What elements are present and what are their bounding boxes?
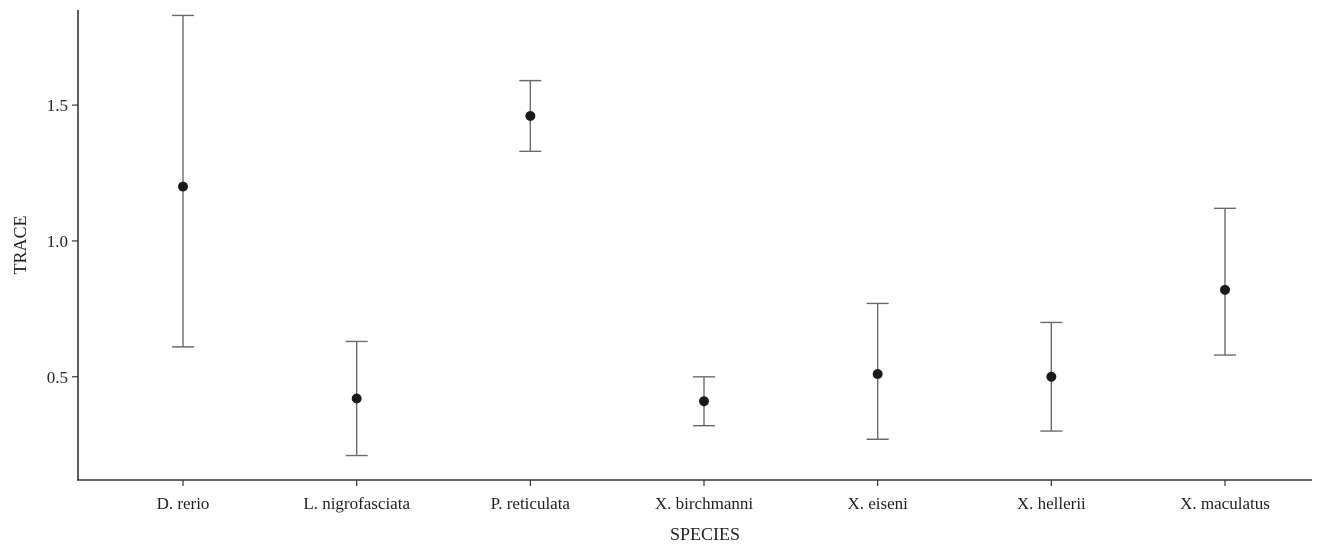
data-point <box>178 181 188 192</box>
y-axis-title: TRACE <box>10 215 30 274</box>
data-point <box>351 393 362 404</box>
x-tick-label: X. birchmanni <box>655 494 753 513</box>
error-bars <box>172 14 1236 457</box>
y-tick-label: 1.0 <box>47 232 68 251</box>
x-tick-label: D. rerio <box>157 494 210 513</box>
data-points <box>178 110 1230 407</box>
y-tick-label: 1.5 <box>47 96 68 115</box>
x-tick-label: X. maculatus <box>1180 494 1270 513</box>
error-bar <box>172 14 194 348</box>
error-bar <box>1214 207 1236 356</box>
x-tick-label: X. eiseni <box>847 494 908 513</box>
x-tick-label: P. reticulata <box>491 494 571 513</box>
x-axis: D. rerio L. nigrofasciata P. reticulata X. … <box>77 479 1312 513</box>
x-tick-label: L. nigrofasciata <box>303 494 410 513</box>
data-point <box>699 396 709 407</box>
data-point <box>1220 284 1230 295</box>
y-tick-label: 0.5 <box>47 368 68 387</box>
x-axis-title: SPECIES <box>670 524 740 544</box>
data-point <box>1046 371 1057 382</box>
y-axis: 0.5 1.0 1.5 <box>47 10 79 480</box>
x-tick-label: X. hellerii <box>1017 494 1086 513</box>
data-point <box>872 369 883 380</box>
data-point <box>525 110 536 121</box>
